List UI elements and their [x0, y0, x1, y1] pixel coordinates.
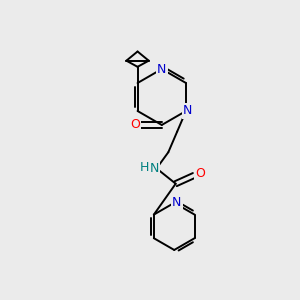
Text: O: O — [130, 118, 140, 131]
Text: N: N — [149, 162, 159, 175]
Text: N: N — [183, 104, 192, 118]
Text: O: O — [196, 167, 206, 181]
Text: N: N — [157, 62, 167, 76]
Text: H: H — [140, 161, 149, 174]
Text: N: N — [172, 196, 181, 209]
